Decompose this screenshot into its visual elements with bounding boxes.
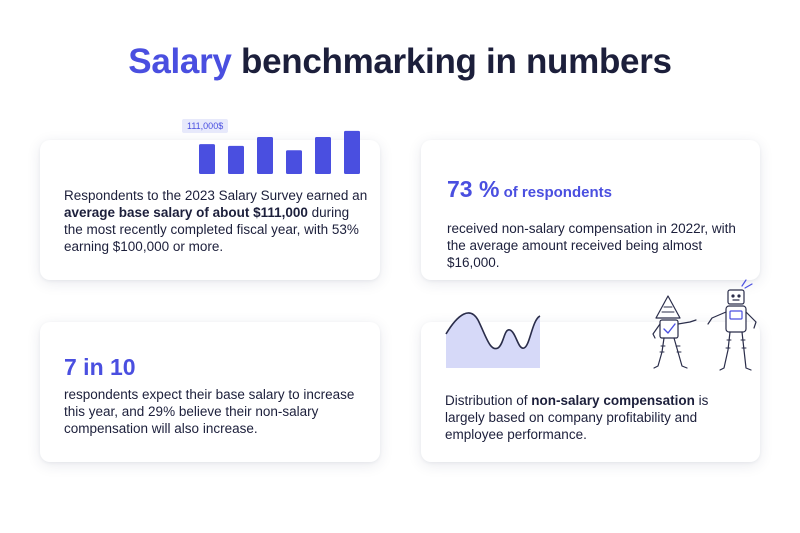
non-salary-comp-text: received non-salary compensation in 2022… [447, 221, 736, 270]
robot-left-leg-stripes [659, 345, 682, 353]
stat-73-percent: 73 % of respondents [447, 176, 612, 203]
bar-value-label: 111,000$ [182, 119, 229, 133]
card4-text-end: is largely based on company profitabilit… [445, 393, 709, 442]
card1-text-start: Respondents to the 2023 Salary Survey ea… [64, 188, 368, 203]
stat-number: 73 % [447, 176, 500, 202]
robot-right-antenna [741, 279, 753, 289]
page-title: Salary benchmarking in numbers [0, 42, 800, 82]
bar-6 [344, 130, 360, 174]
robot-right-head [727, 289, 745, 305]
stat-number: 7 in 10 [64, 354, 136, 380]
robot-left-arm-right [677, 319, 697, 325]
card1-text-end: during the most recently completed fisca… [64, 205, 359, 254]
card1-text-bold: average base salary of about $111,000 [64, 205, 308, 220]
bar-2 [228, 145, 244, 174]
salary-increase-text: respondents expect their base salary to … [64, 387, 355, 436]
non-salary-comp-card: 73 % of respondents received non-salary … [421, 140, 760, 280]
robot-right-leg-stripes [725, 339, 747, 349]
bar-1 [199, 144, 215, 174]
card4-text-start: Distribution of [445, 393, 532, 408]
robot-left-arm-left [652, 323, 661, 339]
robot-right-eye-left [731, 294, 735, 298]
bar-5 [315, 137, 331, 174]
robot-left-check [663, 323, 676, 334]
wave-area-graphic [445, 312, 541, 368]
stat-suffix: of respondents [499, 184, 612, 201]
salary-increase-card: 7 in 10 respondents expect their base sa… [40, 322, 380, 462]
robot-left-body [659, 319, 679, 339]
robot-right-arm-right [745, 311, 757, 329]
robot-right-leg-right [741, 331, 752, 371]
robot-left-leg-left [653, 337, 665, 369]
average-salary-text: Respondents to the 2023 Salary Survey ea… [64, 187, 369, 255]
stat-7-in-10: 7 in 10 [64, 354, 136, 381]
robots-icon [652, 279, 757, 371]
bar-3 [257, 137, 273, 174]
robot-left-head-stripes [661, 306, 675, 313]
robot-right-eye-right [737, 294, 741, 298]
wave-line [445, 312, 541, 350]
robot-right-arm-left [707, 311, 727, 325]
bar-4 [286, 150, 302, 174]
card4-text-bold: non-salary compensation [531, 393, 695, 408]
mini-bar-chart [199, 130, 360, 174]
robot-left-leg-right [673, 337, 688, 369]
robot-right-leg-left [719, 331, 731, 371]
distribution-text: Distribution of non-salary compensation … [445, 392, 745, 443]
title-rest: benchmarking in numbers [231, 42, 672, 81]
title-accent: Salary [128, 42, 232, 81]
wave-area-fill [446, 312, 540, 368]
robot-right-screen [729, 310, 743, 320]
